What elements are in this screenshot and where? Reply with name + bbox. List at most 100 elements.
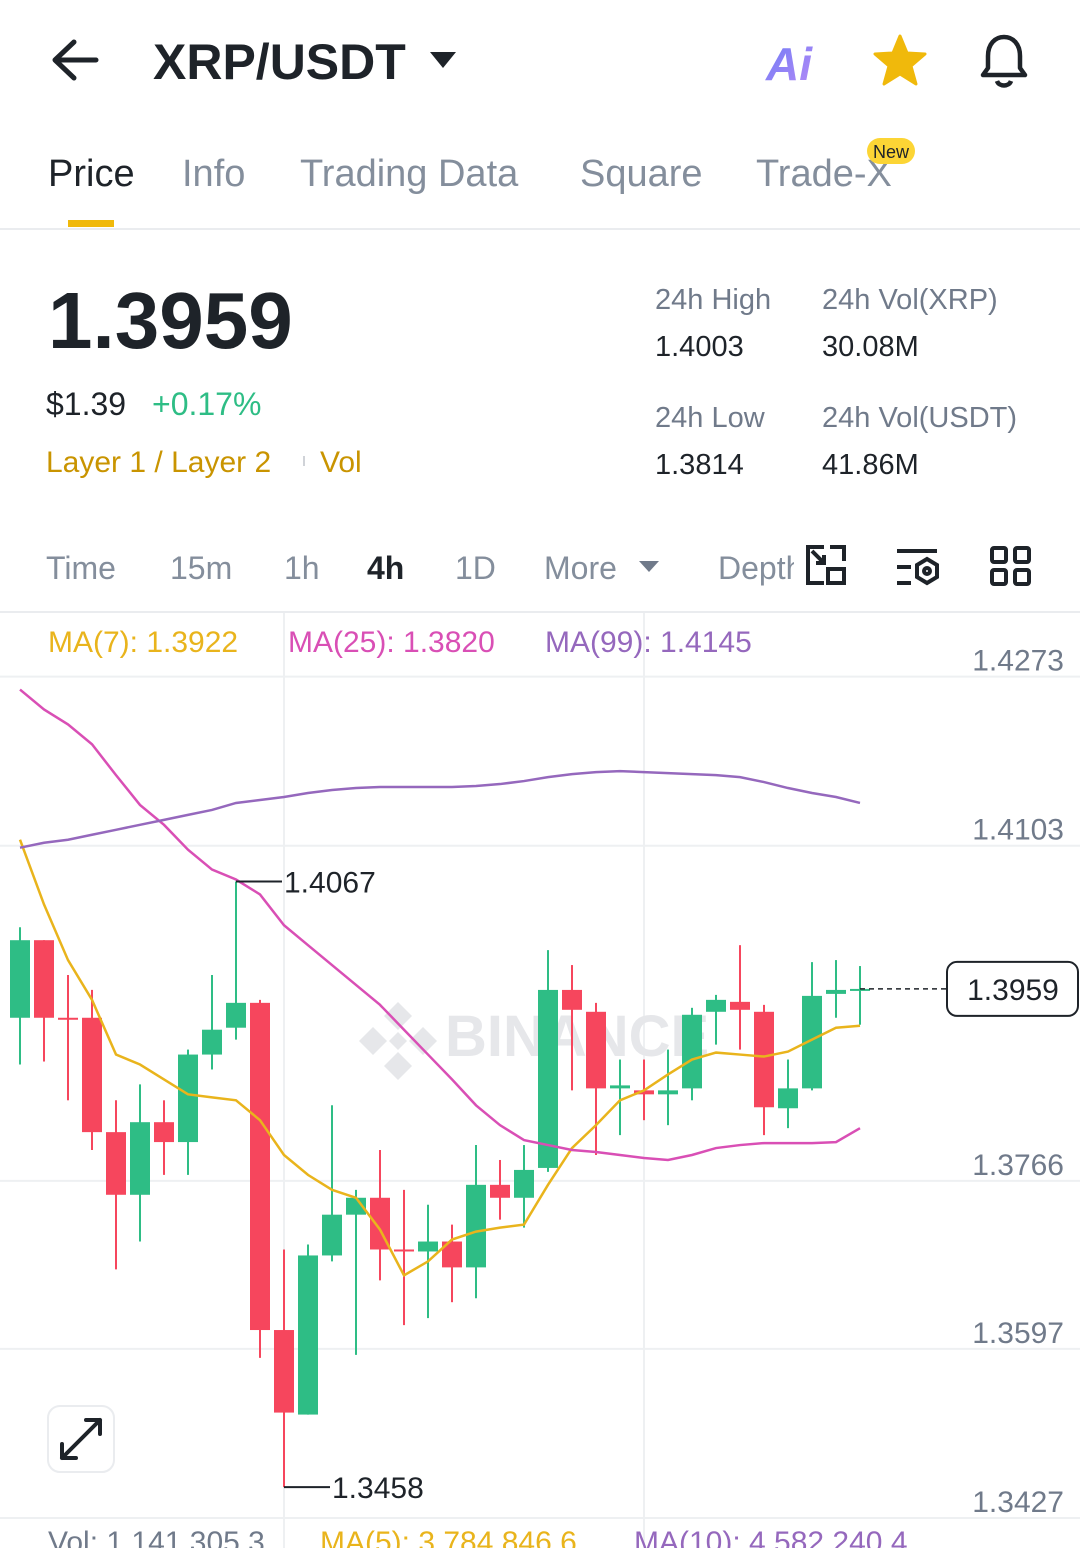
low-label: 1.3458 <box>332 1472 424 1505</box>
stat-value: 1.3814 <box>655 449 744 481</box>
candle-body <box>706 999 726 1012</box>
candle-body <box>34 940 54 1018</box>
stat-label: 24h Low <box>655 402 766 434</box>
ma-line <box>18 839 861 1278</box>
stat-value: 30.08M <box>822 331 919 363</box>
new-badge: New <box>873 142 910 162</box>
y-tick-label: 1.4103 <box>972 814 1064 847</box>
interval[interactable]: 15m <box>170 550 232 586</box>
candle-body <box>154 1122 174 1143</box>
grid: 1.4273 1.4103 1.3766 1.3597 1.3427 <box>0 645 1080 1519</box>
notification-bell[interactable] <box>980 34 1028 88</box>
interval[interactable]: 1h <box>284 550 320 586</box>
stat-label: 24h Vol(XRP) <box>822 284 998 316</box>
candle-body <box>634 1090 654 1095</box>
legend-entry: MA(25): 1.3820 <box>288 626 495 659</box>
candle-body <box>442 1241 462 1268</box>
candle-body <box>130 1122 150 1195</box>
price-change: +0.17% <box>152 386 261 422</box>
candle-body <box>82 1017 102 1133</box>
candle-body <box>658 1090 678 1095</box>
candle-body <box>418 1241 438 1252</box>
candle-body <box>514 1169 534 1198</box>
last-price-box <box>946 960 1079 1017</box>
favorite-star[interactable] <box>873 34 927 86</box>
watermark-text: BINANCE <box>445 1004 709 1069</box>
candle-body <box>610 1085 630 1089</box>
legend-entry: MA(99): 1.4145 <box>545 626 752 659</box>
interval[interactable]: 1D <box>455 550 496 586</box>
plot <box>10 688 870 1488</box>
candle-body <box>202 1029 222 1055</box>
fullscreen-icon[interactable] <box>806 545 846 585</box>
candle-body <box>586 1011 606 1089</box>
pair-title[interactable]: XRP/USDT <box>153 34 406 90</box>
stat-value: 1.4003 <box>655 331 744 363</box>
candle-body <box>562 989 582 1010</box>
volume-ma: MA(5): 3,784,846.6 <box>320 1526 577 1548</box>
y-tick-label: 1.3427 <box>972 1486 1064 1519</box>
last-price: 1.3959 <box>48 276 293 365</box>
candle-body <box>226 1002 246 1028</box>
tab[interactable]: Price <box>48 153 135 195</box>
candle-body <box>466 1184 486 1268</box>
stat-label: 24h High <box>655 284 771 316</box>
volume-info: Vol: 1,141,305.3 <box>48 1526 265 1548</box>
candle-body <box>178 1054 198 1143</box>
overlay: MA(7): 1.3922 MA(25): 1.3820 MA(99): 1.414… <box>48 626 1079 1505</box>
candle-body <box>298 1255 318 1415</box>
ma-line <box>19 769 861 849</box>
pair-dropdown[interactable] <box>430 52 456 68</box>
interval[interactable]: Time <box>46 550 116 586</box>
candle-body <box>322 1214 342 1256</box>
candle-body <box>58 1017 78 1020</box>
new-badge-bg <box>867 138 915 164</box>
candle-body <box>250 1002 270 1331</box>
layout-icon[interactable] <box>990 546 1031 586</box>
tab-indicator <box>68 220 114 227</box>
tag[interactable]: Layer 1 / Layer 2 <box>46 446 271 479</box>
candle-body <box>394 1249 414 1252</box>
candle-body <box>826 989 846 994</box>
tab[interactable]: Square <box>580 153 703 195</box>
y-tick-label: 1.3766 <box>972 1149 1064 1182</box>
tab[interactable]: Info <box>182 153 245 195</box>
candle-body <box>106 1132 126 1195</box>
candle-body <box>682 1014 702 1089</box>
y-tick-label: 1.3597 <box>972 1317 1064 1350</box>
usd-price: $1.39 <box>46 386 126 422</box>
tab[interactable]: Trade-X <box>756 153 892 195</box>
candle-body <box>754 1011 774 1108</box>
interval[interactable]: Depth <box>718 550 803 586</box>
back-button[interactable] <box>52 39 99 81</box>
candle-body <box>778 1088 798 1109</box>
volume-ma: MA(10): 4,582,240.4 <box>634 1526 908 1548</box>
tag[interactable]: Vol <box>320 446 362 479</box>
legend-entry: MA(7): 1.3922 <box>48 626 238 659</box>
indicator-settings-icon[interactable] <box>897 549 939 586</box>
candle-body <box>802 995 822 1089</box>
candle-body <box>850 988 870 991</box>
y-tick-label: 1.4273 <box>972 645 1064 678</box>
candle-body <box>274 1330 294 1413</box>
candle-body <box>346 1197 366 1215</box>
interval-bar: Time 15m 1h 4h 1D More Depth <box>46 550 803 586</box>
candle-body <box>730 1001 750 1010</box>
interval[interactable]: More <box>544 550 617 586</box>
last-price-label: 1.3959 <box>967 974 1059 1007</box>
tab-bar: Price Info Trading Data Square Trade-X <box>48 153 892 195</box>
ai-button[interactable]: Ai <box>765 38 813 90</box>
stat-value: 41.86M <box>822 449 919 481</box>
interval[interactable]: 4h <box>367 550 404 586</box>
watermark: BINANCE <box>359 1002 709 1080</box>
tab[interactable]: Trading Data <box>300 153 519 195</box>
more-dropdown[interactable] <box>639 561 659 572</box>
ma-line <box>19 688 861 1162</box>
expand-button[interactable] <box>47 1405 115 1473</box>
candle-body <box>10 940 30 1018</box>
stat-label: 24h Vol(USDT) <box>822 402 1017 434</box>
high-label: 1.4067 <box>284 867 376 900</box>
candle-body <box>490 1184 510 1198</box>
